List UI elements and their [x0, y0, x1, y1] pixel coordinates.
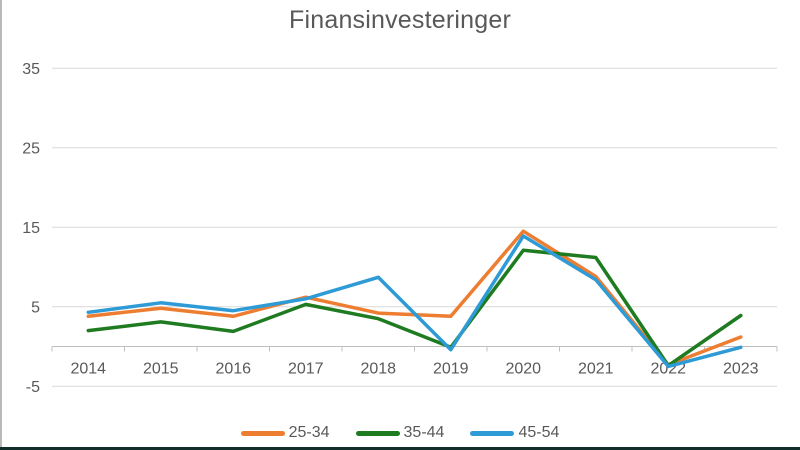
series-line-45-54 [86, 234, 743, 369]
y-tick-label: 35 [22, 61, 40, 78]
category-label: 2020 [505, 361, 541, 378]
series-line-35-44 [86, 248, 743, 368]
y-tick-label: -5 [26, 379, 40, 396]
legend-item-25-34: 25-34 [240, 424, 330, 442]
category-label: 2019 [433, 361, 469, 378]
legend-label: 25-34 [288, 424, 330, 441]
category-label: 2016 [215, 361, 251, 378]
y-tick-label: 25 [22, 140, 40, 157]
y-tick-label: 15 [22, 220, 40, 237]
legend-item-45-54: 45-54 [470, 424, 559, 442]
series-line-25-34 [86, 229, 743, 367]
legend-item-35-44: 35-44 [355, 424, 445, 442]
y-tick-label: 5 [31, 299, 40, 316]
category-label: 2014 [70, 361, 106, 378]
category-label: 2017 [288, 361, 324, 378]
category-label: 2018 [360, 361, 396, 378]
category-label: 2023 [723, 361, 759, 378]
screen-left-edge [0, 0, 2, 450]
legend-line-marker [240, 430, 285, 436]
legend-label: 35-44 [403, 424, 445, 441]
category-label: 2021 [578, 361, 614, 378]
category-label: 2015 [143, 361, 179, 378]
chart-title: Finansinvesteringer [289, 6, 511, 34]
legend-line-marker [470, 430, 515, 436]
screen-bottom-bar [0, 447, 800, 450]
legend-line-marker [355, 430, 400, 436]
chart-legend: 25-34 35-44 45-54 [0, 420, 800, 446]
legend-label: 45-54 [518, 424, 560, 441]
